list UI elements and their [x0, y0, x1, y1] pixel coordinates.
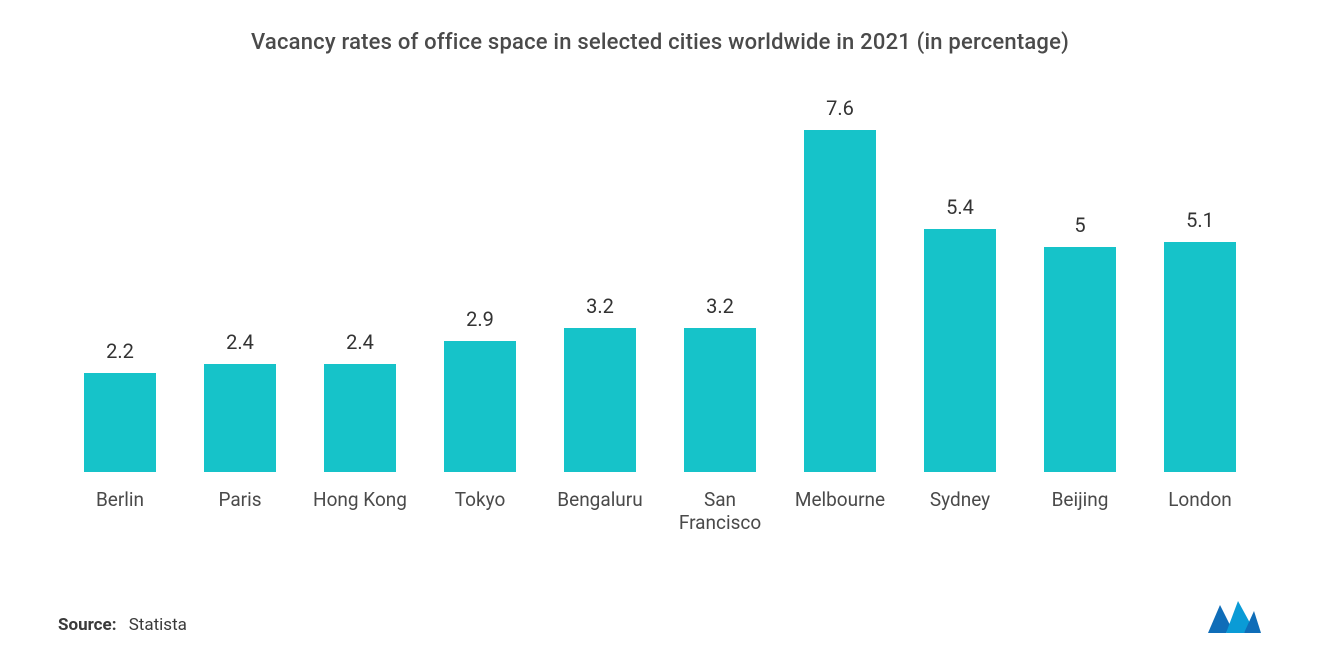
bar — [924, 229, 996, 472]
bar — [564, 328, 636, 472]
chart-title: Vacancy rates of office space in selecte… — [50, 30, 1270, 55]
x-axis-label: Melbourne — [780, 488, 900, 536]
plot-area: 2.2 2.4 2.4 2.9 3.2 3.2 7.6 5.4 5 5.1 — [50, 95, 1270, 472]
x-axis-label: Sydney — [900, 488, 1020, 536]
bar-group: 2.2 — [60, 95, 180, 472]
x-axis-label: Hong Kong — [300, 488, 420, 536]
bar-group: 3.2 — [540, 95, 660, 472]
bar-group: 5.1 — [1140, 95, 1260, 472]
x-axis-label: Tokyo — [420, 488, 540, 536]
bar-group: 5.4 — [900, 95, 1020, 472]
bar-value-label: 3.2 — [586, 294, 614, 318]
bar-value-label: 7.6 — [826, 96, 854, 120]
bar — [804, 130, 876, 472]
bar — [444, 341, 516, 472]
chart-footer: Source: Statista — [50, 595, 1270, 635]
brand-logo — [1206, 595, 1262, 635]
bar — [684, 328, 756, 472]
bar-group: 2.9 — [420, 95, 540, 472]
bar-value-label: 2.9 — [466, 307, 494, 331]
x-axis-label: Berlin — [60, 488, 180, 536]
bar-group: 7.6 — [780, 95, 900, 472]
source-value: Statista — [129, 615, 187, 635]
bar-value-label: 2.4 — [226, 330, 254, 354]
bar — [204, 364, 276, 472]
x-axis-label: Bengaluru — [540, 488, 660, 536]
bar-group: 3.2 — [660, 95, 780, 472]
x-axis-labels: BerlinParisHong KongTokyoBengaluruSan Fr… — [50, 478, 1270, 536]
bar-group: 2.4 — [300, 95, 420, 472]
bar-group: 5 — [1020, 95, 1140, 472]
bar-value-label: 5.1 — [1186, 208, 1214, 232]
bar — [84, 373, 156, 472]
source-label: Source: — [58, 615, 116, 635]
bar — [1044, 247, 1116, 472]
x-axis-label: San Francisco — [660, 488, 780, 536]
bar — [324, 364, 396, 472]
bar-value-label: 5.4 — [946, 195, 974, 219]
bar-value-label: 2.2 — [106, 339, 134, 363]
x-axis-label: London — [1140, 488, 1260, 536]
x-axis-label: Beijing — [1020, 488, 1140, 536]
bar — [1164, 242, 1236, 472]
bar-value-label: 5 — [1074, 213, 1085, 237]
bar-value-label: 2.4 — [346, 330, 374, 354]
bar-value-label: 3.2 — [706, 294, 734, 318]
mordor-logo-icon — [1206, 595, 1262, 635]
chart-container: Vacancy rates of office space in selecte… — [0, 0, 1320, 665]
x-axis-label: Paris — [180, 488, 300, 536]
source-attribution: Source: Statista — [58, 615, 187, 635]
bar-group: 2.4 — [180, 95, 300, 472]
